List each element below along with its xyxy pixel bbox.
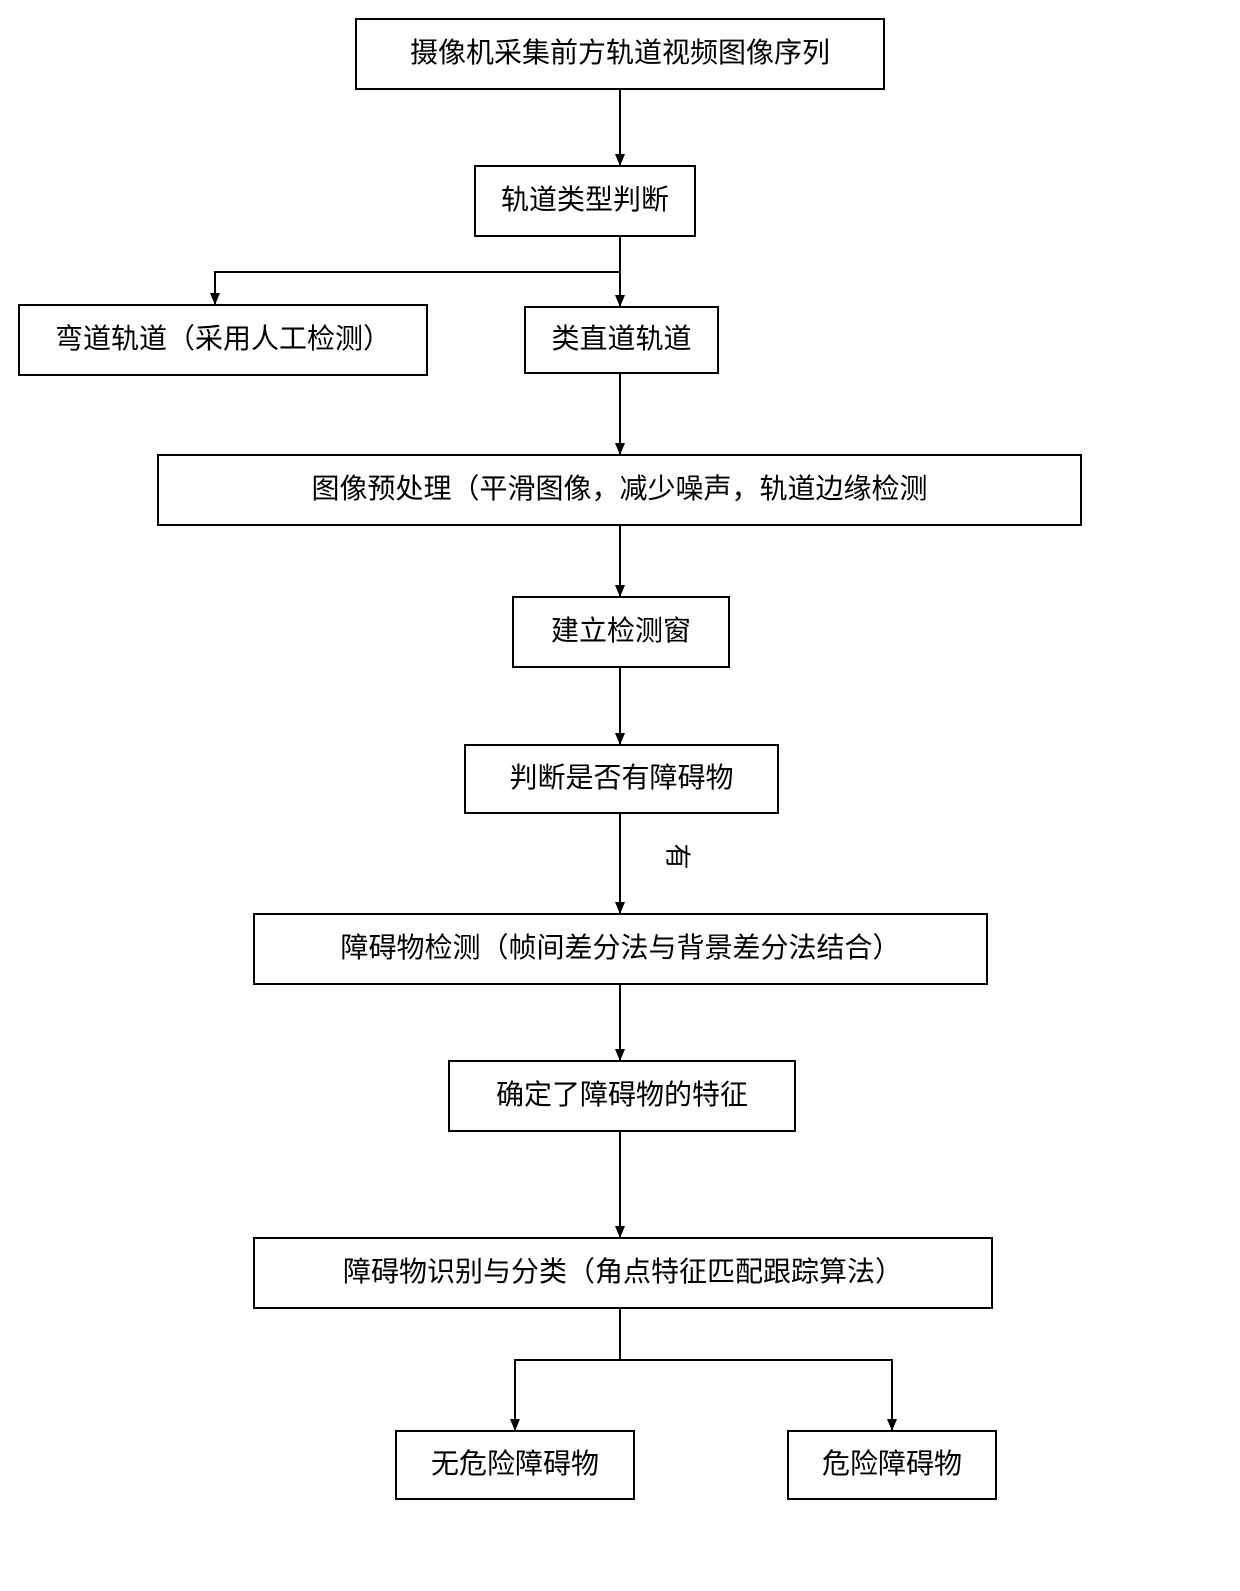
node-label: 类直道轨道	[551, 320, 691, 359]
flowchart-canvas: 摄像机采集前方轨道视频图像序列 轨道类型判断 弯道轨道（采用人工检测） 类直道轨…	[0, 0, 1240, 1591]
node-obstacle-feature: 确定了障碍物的特征	[448, 1060, 796, 1132]
node-label: 障碍物检测（帧间差分法与背景差分法结合）	[340, 929, 900, 968]
node-label: 摄像机采集前方轨道视频图像序列	[410, 34, 830, 73]
node-camera-capture: 摄像机采集前方轨道视频图像序列	[355, 18, 885, 90]
node-straight-track: 类直道轨道	[524, 306, 719, 374]
node-label: 轨道类型判断	[501, 181, 669, 220]
node-danger: 危险障碍物	[787, 1430, 997, 1500]
node-label: 障碍物识别与分类（角点特征匹配跟踪算法）	[343, 1253, 903, 1292]
node-obstacle-check: 判断是否有障碍物	[464, 744, 779, 814]
node-label: 危险障碍物	[822, 1445, 962, 1484]
node-no-danger: 无危险障碍物	[395, 1430, 635, 1500]
node-obstacle-detect: 障碍物检测（帧间差分法与背景差分法结合）	[253, 913, 988, 985]
node-curved-track: 弯道轨道（采用人工检测）	[18, 304, 428, 376]
node-track-type-judge: 轨道类型判断	[474, 165, 696, 237]
node-label: 判断是否有障碍物	[509, 759, 733, 798]
node-image-preprocess: 图像预处理（平滑图像，减少噪声，轨道边缘检测	[157, 454, 1082, 526]
node-label: 弯道轨道（采用人工检测）	[55, 320, 391, 359]
node-obstacle-classify: 障碍物识别与分类（角点特征匹配跟踪算法）	[253, 1237, 993, 1309]
node-label: 图像预处理（平滑图像，减少噪声，轨道边缘检测	[311, 470, 927, 509]
node-build-window: 建立检测窗	[512, 596, 730, 668]
edge-label-has: 有	[661, 839, 698, 873]
node-label: 确定了障碍物的特征	[496, 1076, 748, 1115]
node-label: 无危险障碍物	[431, 1445, 599, 1484]
node-label: 建立检测窗	[551, 612, 691, 651]
